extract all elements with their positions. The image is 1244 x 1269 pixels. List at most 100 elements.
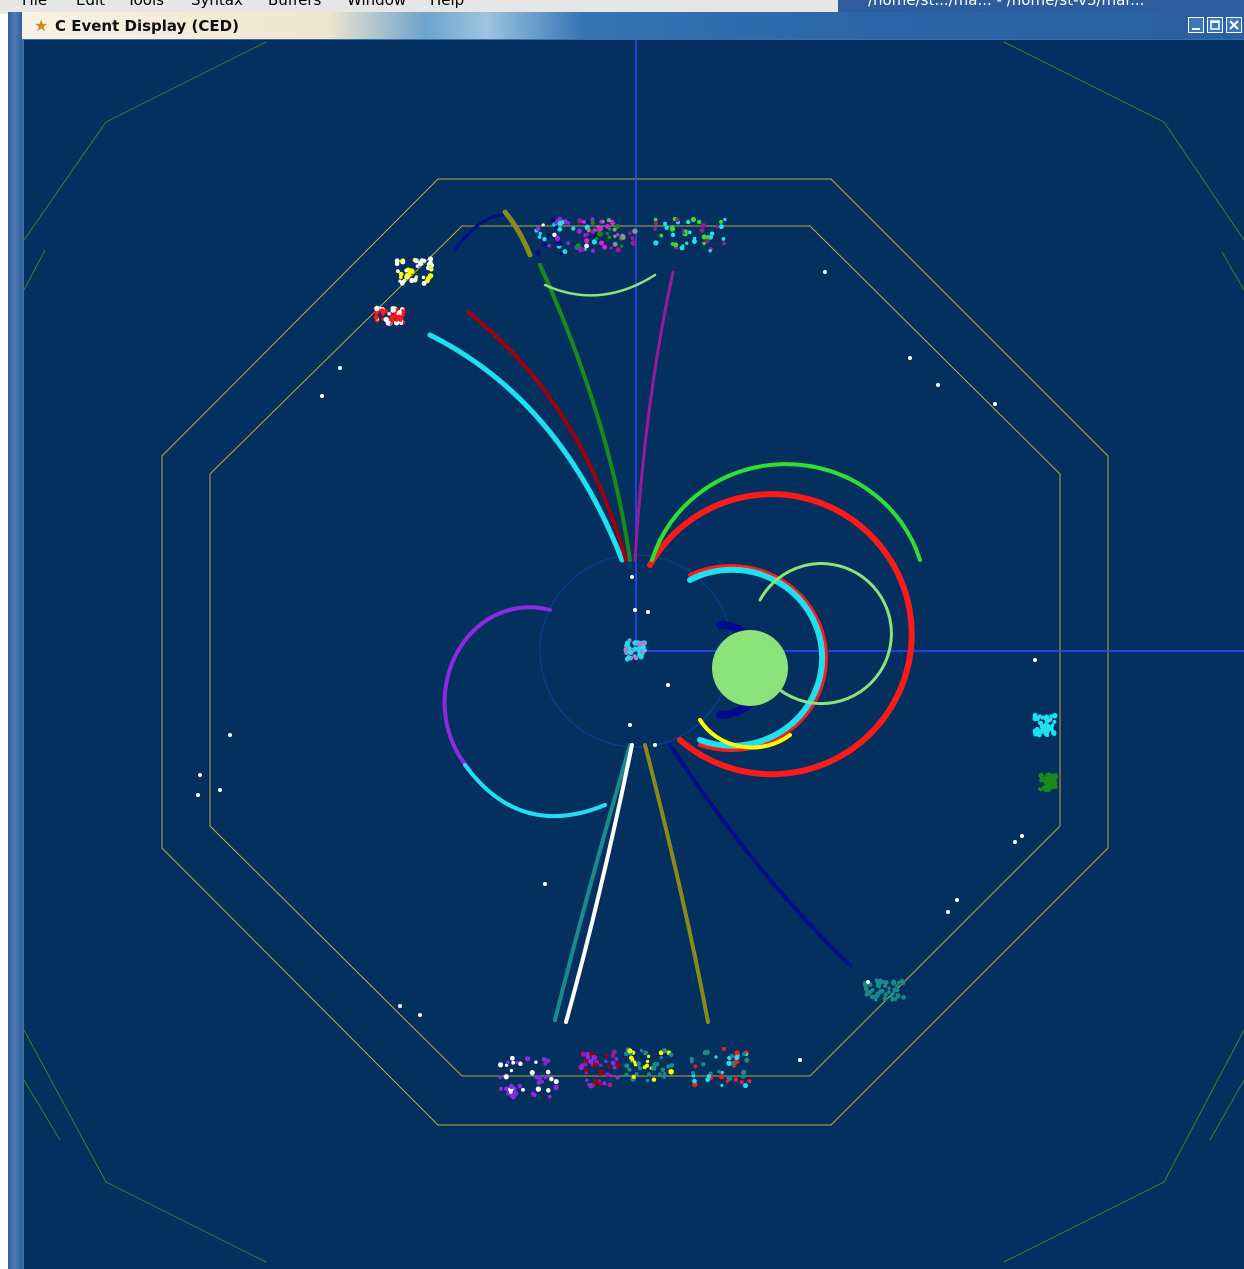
hit-cluster-10-point <box>1047 725 1051 730</box>
hit-cluster-8-point <box>742 1082 749 1089</box>
white-hit-point <box>908 356 912 360</box>
hit-cluster-9-point <box>874 978 879 983</box>
hit-cluster-6-point <box>598 1063 603 1068</box>
white-hit-point <box>1013 840 1017 844</box>
hit-cluster-3-point <box>401 259 406 264</box>
hit-cluster-2-point <box>685 219 691 225</box>
hit-cluster-12-point <box>627 638 632 643</box>
hit-cluster-7-point <box>636 1061 641 1066</box>
hit-cluster-1-point <box>612 227 617 232</box>
hit-cluster-4-point <box>394 318 399 322</box>
hit-cluster-5-point <box>534 1074 540 1080</box>
hit-cluster-8-point <box>720 1070 724 1075</box>
hit-cluster-7-point <box>644 1063 650 1068</box>
hit-cluster-3-point <box>398 279 402 283</box>
hit-cluster-5-point <box>504 1063 509 1067</box>
hit-cluster-0-point <box>546 233 551 237</box>
hit-cluster-0-point <box>542 236 547 242</box>
hit-cluster-7-point <box>645 1059 650 1063</box>
hit-cluster-5-point <box>513 1090 519 1096</box>
minimize-icon[interactable] <box>1188 17 1204 33</box>
hit-cluster-2-point <box>670 232 676 238</box>
hit-cluster-8-point <box>733 1077 739 1082</box>
hit-cluster-10-point <box>1052 719 1057 724</box>
hit-cluster-8-point <box>714 1055 718 1059</box>
muon-outline-4 <box>24 1029 267 1263</box>
menu-tools[interactable]: Tools <box>127 0 164 9</box>
hit-cluster-6-point <box>610 1060 616 1066</box>
hit-cluster-0-point <box>535 250 541 256</box>
hit-cluster-5-point <box>505 1060 510 1065</box>
hit-cluster-2-point <box>673 242 679 248</box>
hit-cluster-12-point <box>639 649 644 653</box>
hit-cluster-7-point <box>666 1064 671 1069</box>
white-hit-point <box>1020 834 1024 838</box>
hit-cluster-1-point <box>592 228 597 232</box>
hit-cluster-11-point <box>1052 780 1058 785</box>
hit-cluster-1-point <box>606 218 611 223</box>
hit-cluster-8-point <box>717 1069 721 1074</box>
hit-cluster-8-point <box>747 1079 752 1084</box>
close-icon[interactable] <box>1226 17 1242 33</box>
hit-cluster-6-point <box>615 1063 621 1068</box>
hit-cluster-2-point <box>684 229 688 233</box>
hit-cluster-9-point <box>890 997 895 1002</box>
hit-cluster-12-point <box>642 648 647 653</box>
hit-cluster-7-point <box>627 1048 633 1054</box>
muon-outline-2 <box>1003 41 1244 241</box>
hit-cluster-1-point <box>597 225 603 232</box>
hit-cluster-9-point <box>883 992 888 997</box>
maximize-icon[interactable] <box>1207 17 1223 33</box>
hit-cluster-9-point <box>887 986 891 990</box>
menu-window[interactable]: Window <box>347 0 407 9</box>
hit-cluster-6-point <box>583 1062 588 1067</box>
hit-cluster-2-point <box>659 233 664 238</box>
hit-cluster-7-point <box>662 1074 667 1079</box>
hit-cluster-4-point <box>383 316 389 323</box>
window-titlebar[interactable]: ★ C Event Display (CED) <box>22 12 1244 39</box>
hit-cluster-6-point <box>583 1059 588 1064</box>
hit-cluster-7-point <box>668 1068 674 1075</box>
hit-cluster-2-point <box>722 241 726 246</box>
hit-cluster-0-point <box>550 217 556 223</box>
hit-cluster-6-point <box>602 1081 607 1086</box>
hit-cluster-2-point <box>718 224 724 230</box>
hit-cluster-8-point <box>701 1062 706 1067</box>
hit-cluster-8-point <box>720 1083 724 1088</box>
event-display-svg[interactable] <box>24 40 1244 1269</box>
hit-cluster-6-point <box>598 1081 603 1086</box>
track-cyan-upper <box>427 332 625 563</box>
hit-cluster-2-point <box>653 240 659 246</box>
hit-cluster-3-point <box>427 260 433 266</box>
hit-cluster-6-point <box>615 1075 620 1080</box>
menu-buffers[interactable]: Buffers <box>268 0 322 9</box>
hit-cluster-12-point <box>641 644 646 650</box>
hit-cluster-3-point <box>413 278 418 283</box>
hit-cluster-0-point <box>554 235 561 242</box>
hit-cluster-4-point <box>385 320 391 326</box>
window-title: C Event Display (CED) <box>55 17 239 35</box>
muon-outline-5 <box>24 1079 61 1141</box>
menu-help[interactable]: Help <box>430 0 465 9</box>
hit-cluster-2-point <box>692 239 697 245</box>
hit-cluster-3-point <box>405 273 411 279</box>
menu-edit[interactable]: Edit <box>76 0 106 9</box>
hit-cluster-9-point <box>895 993 901 999</box>
hit-cluster-9-point <box>901 995 906 1000</box>
white-hit-point <box>398 1004 402 1008</box>
hit-cluster-5-point <box>540 1079 545 1084</box>
hit-cluster-2-point <box>701 222 706 228</box>
track-lightgreen-arc-top <box>543 273 657 297</box>
event-display-canvas[interactable] <box>24 40 1244 1269</box>
hit-cluster-1-point <box>598 240 605 246</box>
hit-cluster-12-point <box>623 647 629 653</box>
hit-cluster-0-point <box>541 242 547 247</box>
hit-cluster-5-point <box>547 1094 552 1099</box>
hit-cluster-6-point <box>591 1055 597 1060</box>
menu-file[interactable]: File <box>22 0 48 9</box>
hit-cluster-5-point <box>543 1074 549 1080</box>
hit-cluster-8-point <box>691 1073 696 1078</box>
hit-cluster-5-point <box>498 1086 504 1091</box>
menu-syntax[interactable]: Syntax <box>191 0 243 9</box>
hit-cluster-5-point <box>553 1084 559 1091</box>
